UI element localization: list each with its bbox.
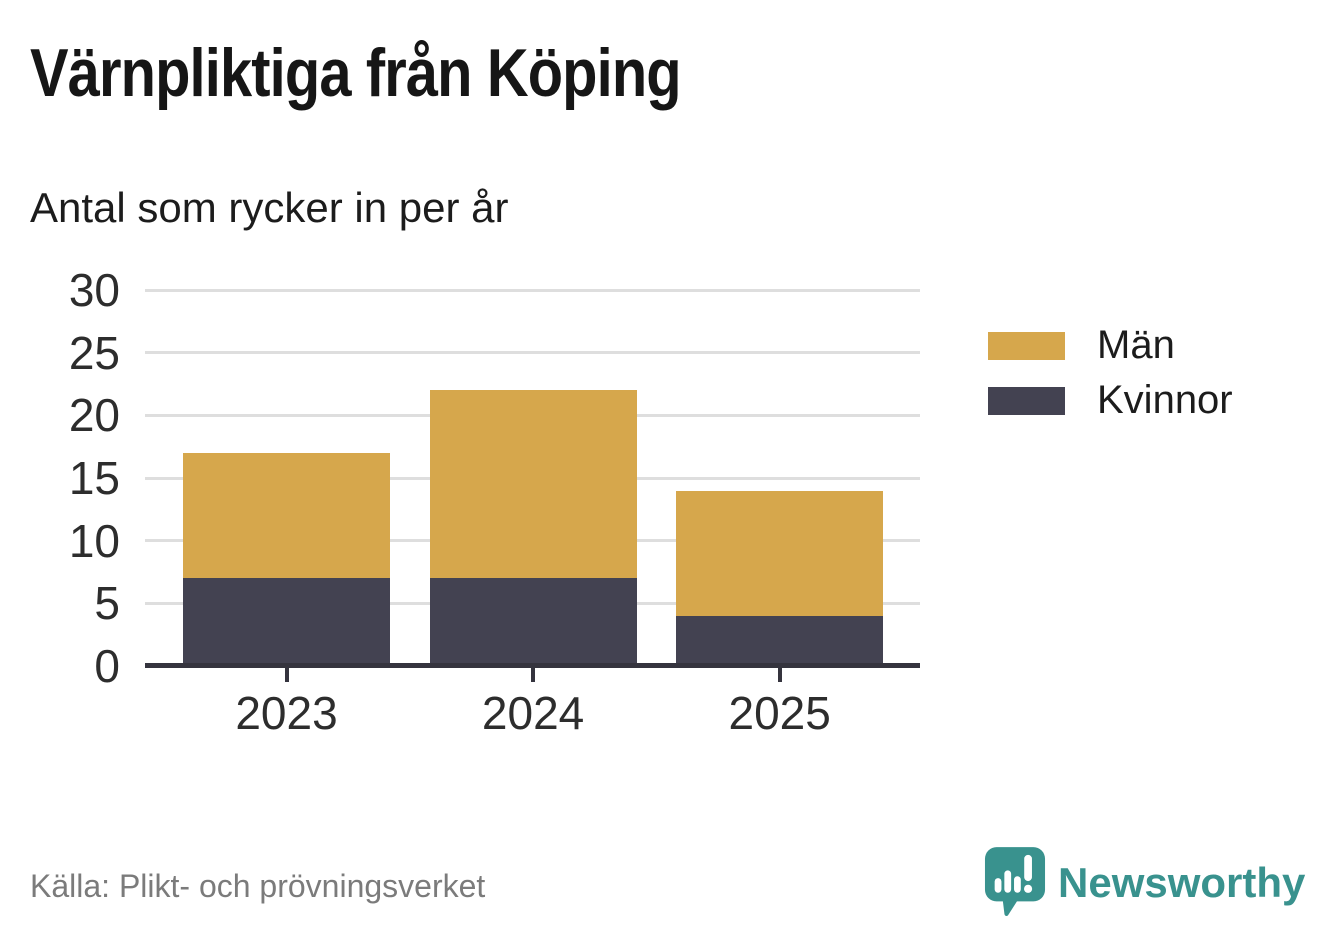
gridline-25: [145, 351, 920, 355]
bar-segment-män-2023: [183, 452, 390, 579]
x-tick-label-2023: 2023: [235, 687, 338, 739]
newsworthy-chart-bubble-icon: [984, 847, 1046, 916]
x-tick-mark-2025: [777, 668, 782, 682]
bar-segment-kvinnor-2024: [429, 578, 637, 666]
y-tick-label-30: 30: [68, 264, 120, 316]
x-axis-line: [145, 663, 920, 668]
y-tick-label-10: 10: [68, 514, 120, 567]
gridline-30: [145, 288, 920, 292]
legend-item-män: Män: [988, 318, 1233, 373]
bar-segment-män-2024: [429, 390, 637, 579]
bar-segment-kvinnor-2023: [183, 578, 390, 666]
y-tick-label-5: 5: [94, 577, 120, 630]
legend-label-män: Män: [1097, 323, 1175, 367]
brand-name: Newsworthy: [1058, 859, 1306, 906]
legend-swatch-kvinnor: [988, 386, 1065, 415]
y-tick-label-25: 25: [68, 326, 120, 379]
x-tick-label-2024: 2024: [481, 687, 585, 739]
x-tick-mark-2024: [531, 668, 536, 682]
y-tick-label-0: 0: [94, 640, 120, 692]
legend-label-kvinnor: Kvinnor: [1097, 378, 1233, 422]
y-tick-label-20: 20: [68, 389, 120, 442]
legend-item-kvinnor: Kvinnor: [988, 373, 1233, 428]
legend: Män Kvinnor: [988, 318, 1233, 428]
y-tick-label-15: 15: [68, 452, 120, 504]
bar-segment-kvinnor-2025: [676, 615, 884, 666]
legend-swatch-män: [988, 331, 1065, 360]
source-attribution: Källa: Plikt- och prövningsverket: [30, 868, 486, 904]
brand-logo: Newsworthy: [984, 846, 1305, 920]
chart-subtitle: Antal som rycker in per år: [30, 184, 509, 231]
chart-title: Värnpliktiga från Köping: [30, 35, 682, 111]
bar-segment-män-2025: [676, 490, 884, 616]
x-tick-mark-2023: [284, 668, 289, 682]
x-tick-label-2025: 2025: [728, 687, 831, 739]
